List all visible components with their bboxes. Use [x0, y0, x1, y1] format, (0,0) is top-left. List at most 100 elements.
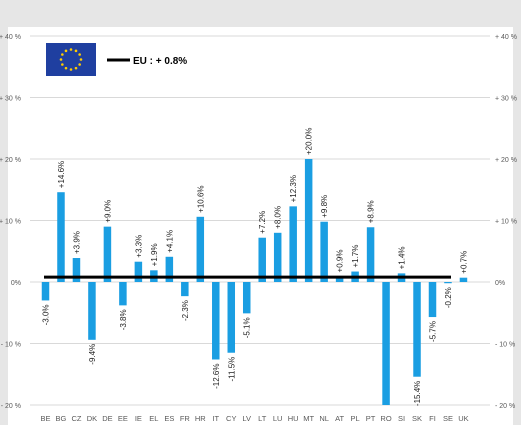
data-label: +1.7% — [351, 245, 360, 268]
data-label: +1.9% — [150, 243, 159, 266]
xtick-label: CZ — [71, 414, 81, 423]
bar — [366, 227, 375, 282]
xtick-label: IE — [135, 414, 142, 423]
xtick-label: HU — [288, 414, 299, 423]
xtick-label: EE — [118, 414, 128, 423]
xtick-label: FR — [180, 414, 191, 423]
data-label: +0.9% — [336, 250, 345, 273]
bar — [413, 282, 421, 377]
data-label: -5.1% — [243, 317, 252, 338]
data-label: -3.0% — [42, 304, 51, 325]
flag-star — [61, 53, 64, 56]
ytick-label-left: - 20 % — [1, 403, 21, 410]
bar — [320, 221, 328, 282]
data-label: -5.7% — [429, 321, 438, 342]
data-label: +8.9% — [367, 200, 376, 223]
ytick-label-right: 0% — [495, 280, 505, 287]
xtick-label: LT — [258, 414, 267, 423]
bar — [335, 276, 344, 282]
bar — [304, 159, 313, 282]
data-label: +20.0% — [305, 128, 314, 155]
flag-star — [61, 63, 64, 66]
data-label: -3.8% — [119, 309, 128, 330]
bar — [119, 282, 127, 306]
legend-label: EU : + 0.8% — [133, 56, 187, 67]
data-label: +0.7% — [459, 251, 468, 274]
xtick-label: RO — [380, 414, 391, 423]
xtick-label: DK — [87, 414, 97, 423]
ytick-label-right: + 10 % — [495, 219, 517, 226]
flag-star — [78, 63, 81, 66]
bar — [444, 282, 452, 284]
data-label: +12.3% — [289, 175, 298, 202]
xtick-label: EL — [149, 414, 158, 423]
ytick-label-left: + 40 % — [0, 34, 21, 41]
data-label: -12.6% — [212, 363, 221, 388]
ytick-label-left: 0% — [11, 280, 21, 287]
plot-area — [8, 27, 513, 425]
data-label: +7.2% — [258, 211, 267, 234]
flag-star — [74, 66, 78, 70]
flag-star — [69, 48, 73, 51]
bar — [242, 282, 251, 314]
xtick-label: LV — [242, 414, 251, 423]
data-label: +3.3% — [134, 235, 143, 258]
xtick-label: AT — [335, 414, 344, 423]
eu-flag-icon — [46, 43, 96, 76]
ytick-label-right: - 20 % — [495, 403, 515, 410]
ytick-label-right: + 30 % — [495, 96, 517, 103]
legend: EU : + 0.8% — [46, 43, 187, 76]
ytick-label-left: + 30 % — [0, 96, 21, 103]
xtick-label: HR — [195, 414, 206, 423]
data-label: -2.3% — [181, 300, 190, 321]
bar — [181, 282, 189, 297]
xtick-label: LU — [273, 414, 283, 423]
ytick-label-left: - 10 % — [1, 342, 21, 349]
data-label: -0.2% — [444, 287, 453, 308]
xtick-label: PL — [351, 414, 360, 423]
data-label: -9.4% — [88, 344, 97, 365]
bar — [88, 282, 96, 340]
bar — [196, 216, 205, 282]
xtick-label: MT — [303, 414, 314, 423]
xtick-label: ES — [164, 414, 174, 423]
data-label: +1.4% — [398, 246, 407, 269]
bar — [103, 226, 112, 282]
flag-star — [59, 58, 63, 61]
bar — [289, 206, 297, 282]
bar — [382, 282, 390, 405]
flag-star — [69, 68, 73, 71]
data-label: -15.4% — [413, 381, 422, 406]
bar — [134, 261, 143, 282]
bar — [41, 282, 50, 301]
ytick-label-right: - 10 % — [495, 342, 515, 349]
bar — [72, 258, 81, 282]
data-label: +10.6% — [196, 185, 205, 212]
flag-star — [74, 49, 78, 53]
xtick-label: UK — [458, 414, 468, 423]
flag-star — [64, 66, 68, 70]
ytick-label-left: + 20 % — [0, 157, 21, 164]
flag-star — [78, 53, 81, 56]
bar — [428, 282, 437, 318]
xtick-label: FI — [429, 414, 436, 423]
bar — [227, 282, 236, 353]
data-label: +4.1% — [165, 230, 174, 253]
xtick-label: DE — [102, 414, 112, 423]
data-label: +9.8% — [320, 195, 329, 218]
data-label: +3.9% — [72, 231, 81, 254]
bar — [273, 232, 282, 282]
ytick-label-left: + 10 % — [0, 219, 21, 226]
bar — [212, 282, 220, 360]
xtick-label: SK — [412, 414, 422, 423]
xtick-label: CY — [226, 414, 236, 423]
flag-star — [79, 58, 83, 61]
xtick-label: SI — [398, 414, 405, 423]
ytick-label-right: + 20 % — [495, 157, 517, 164]
xtick-label: SE — [443, 414, 453, 423]
data-label: +14.6% — [57, 161, 66, 188]
ytick-label-right: + 40 % — [495, 34, 517, 41]
bar — [165, 256, 174, 282]
